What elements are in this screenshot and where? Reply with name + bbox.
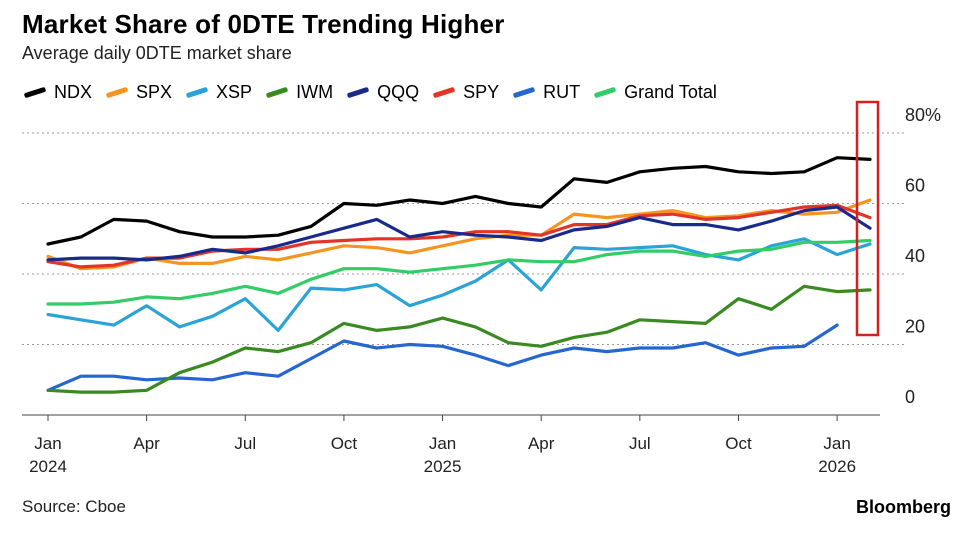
x-tick-label: Jul — [629, 434, 651, 453]
series-line-iwm — [46, 284, 872, 394]
legend-item-xsp: XSP — [185, 82, 253, 103]
legend-item-spy: SPY — [432, 82, 500, 103]
x-tick-label: Jul — [234, 434, 256, 453]
x-tick-year: 2026 — [818, 457, 856, 476]
legend-item-grand-total: Grand Total — [593, 82, 717, 103]
legend-item-ndx: NDX — [23, 82, 93, 103]
x-tick-label: Oct — [331, 434, 358, 453]
chart-subtitle: Average daily 0DTE market share — [22, 43, 292, 63]
x-tick-label: Jan — [34, 434, 61, 453]
chart-title: Market Share of 0DTE Trending Higher — [22, 9, 505, 39]
highlight-box — [855, 100, 880, 337]
legend-item-rut: RUT — [512, 82, 581, 103]
y-tick-label: 20 — [905, 317, 925, 337]
series-line-spx — [46, 198, 872, 271]
series-line-qqq — [46, 205, 872, 262]
legend-item-qqq: QQQ — [346, 82, 420, 103]
y-tick-label: 60 — [905, 176, 925, 196]
x-tick-label: Jan — [823, 434, 850, 453]
legend-label: XSP — [216, 82, 253, 102]
legend-label: RUT — [543, 82, 581, 102]
x-tick-label: Apr — [528, 434, 555, 453]
legend-label: IWM — [296, 82, 334, 102]
brand-logo: Bloomberg — [855, 497, 951, 517]
legend-item-spx: SPX — [105, 82, 173, 103]
x-tick-label: Oct — [725, 434, 752, 453]
legend-label: Grand Total — [624, 82, 717, 102]
y-tick-label: 40 — [905, 246, 925, 266]
x-tick-label: Jan — [429, 434, 456, 453]
legend: NDX SPX XSP IWM QQQ SPY RUT Grand Total — [23, 82, 731, 103]
legend-item-iwm: IWM — [265, 82, 334, 103]
series-line-grand-total — [46, 238, 872, 306]
legend-label: NDX — [54, 82, 93, 102]
x-tick-label: Apr — [133, 434, 160, 453]
x-tick-year: 2025 — [424, 457, 462, 476]
y-tick-label: 0 — [905, 387, 915, 407]
legend-label: SPX — [136, 82, 173, 102]
series-line-xsp — [46, 237, 872, 332]
legend-label: QQQ — [377, 82, 420, 102]
legend-label: SPY — [463, 82, 500, 102]
y-tick-label: 80% — [905, 105, 941, 125]
series-line-rut — [46, 323, 839, 392]
x-tick-year: 2024 — [29, 457, 67, 476]
source-note: Source: Cboe — [22, 497, 126, 516]
series-line-ndx — [46, 156, 872, 246]
